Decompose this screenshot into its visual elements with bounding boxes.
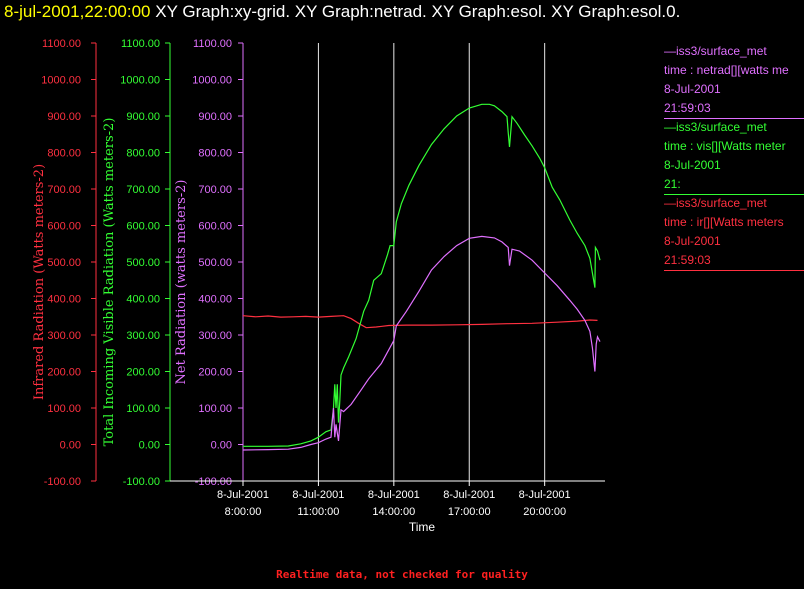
y-tick-label: 600.00 [126, 221, 160, 233]
y-tick-label: 900.00 [126, 111, 160, 123]
y-tick-label: 200.00 [198, 367, 232, 379]
x-tick-time: 8:00:00 [225, 506, 262, 518]
x-tick-time: 14:00:00 [372, 506, 415, 518]
x-tick-date: 8-Jul-2001 [292, 489, 344, 501]
y-tick-label: 600.00 [198, 221, 232, 233]
x-tick-date: 8-Jul-2001 [368, 489, 420, 501]
y-tick-label: 300.00 [198, 330, 232, 342]
y-tick-label: 1000.00 [41, 75, 81, 87]
x-tick-date: 8-Jul-2001 [217, 489, 269, 501]
y-tick-label: 900.00 [47, 111, 81, 123]
y-tick-label: 900.00 [198, 111, 232, 123]
y-tick-label: 400.00 [126, 294, 160, 306]
y-axis-title: Total Incoming Visible Radiation (Watts … [102, 118, 117, 447]
series-line [243, 103, 601, 447]
legend-source: —iss3/surface_met [664, 44, 767, 58]
y-tick-label: -100.00 [44, 476, 81, 488]
y-tick-label: 100.00 [198, 403, 232, 415]
legend-date: 8-Jul-2001 [664, 234, 721, 248]
y-tick-label: 500.00 [198, 257, 232, 269]
x-axis-title: Time [409, 520, 436, 534]
legend-date: 8-Jul-2001 [664, 82, 721, 96]
y-tick-label: 500.00 [47, 257, 81, 269]
grid-lines [317, 43, 546, 481]
y-tick-label: 800.00 [47, 148, 81, 160]
y-tick-label: 1000.00 [192, 75, 232, 87]
legend-separator [664, 194, 804, 195]
y-tick-label: 100.00 [126, 403, 160, 415]
legend-time: 21: [664, 177, 681, 191]
y-tick-label: 1100.00 [193, 38, 232, 50]
y-tick-label: 300.00 [47, 330, 81, 342]
legend-var: time : ir[][Watts meters [664, 215, 784, 229]
legend-separator [664, 270, 804, 271]
x-tick-time: 11:00:00 [297, 506, 339, 518]
y-tick-label: 0.00 [211, 440, 232, 452]
y-tick-label: 500.00 [126, 257, 160, 269]
y-tick-label: 700.00 [126, 184, 160, 196]
y-tick-label: 800.00 [198, 148, 232, 160]
y-tick-label: 200.00 [126, 367, 160, 379]
y-tick-label: 0.00 [139, 440, 160, 452]
legend-var: time : vis[][Watts meter [664, 139, 786, 153]
y-tick-label: 600.00 [47, 221, 81, 233]
axes: -100.00 0.00 100.00 200.00 300.00 400.00 500.0… [32, 38, 605, 534]
y-tick-label: 200.00 [47, 367, 81, 379]
y-tick-label: 800.00 [126, 148, 160, 160]
y-axis-title: Net Radiation (watts meters-2) [174, 180, 189, 385]
y-axis-title: Infrared Radiation (Watts meters-2) [32, 164, 47, 400]
series-line [242, 315, 598, 329]
y-tick-label: -100.00 [123, 476, 160, 488]
y-tick-label: -100.00 [195, 476, 232, 488]
x-tick-date: 8-Jul-2001 [443, 489, 495, 501]
x-tick-time: 17:00:00 [448, 506, 491, 518]
legend-var: time : netrad[][watts me [664, 63, 789, 77]
y-tick-label: 700.00 [47, 184, 81, 196]
legend-source: —iss3/surface_met [664, 196, 767, 210]
timestamp: 8-jul-2001,22:00:00 [4, 2, 151, 21]
y-tick-label: 400.00 [47, 294, 81, 306]
legend-separator [664, 118, 804, 119]
title-bar: 8-jul-2001,22:00:00 XY Graph:xy-grid. XY… [0, 0, 804, 24]
series [242, 103, 601, 451]
x-tick-time: 20:00:00 [523, 506, 566, 518]
x-tick-date: 8-Jul-2001 [519, 489, 571, 501]
y-tick-label: 400.00 [198, 294, 232, 306]
series-line [242, 235, 601, 451]
y-tick-label: 0.00 [60, 440, 81, 452]
y-tick-label: 1000.00 [120, 75, 160, 87]
legend-source: —iss3/surface_met [664, 120, 767, 134]
footer-note: Realtime data, not checked for quality [276, 568, 528, 581]
y-tick-label: 100.00 [47, 403, 81, 415]
y-tick-label: 700.00 [198, 184, 232, 196]
y-tick-label: 1100.00 [42, 38, 81, 50]
y-tick-label: 300.00 [126, 330, 160, 342]
legend-time: 21:59:03 [664, 101, 711, 115]
legend-date: 8-Jul-2001 [664, 158, 721, 172]
legend-time: 21:59:03 [664, 253, 711, 267]
y-tick-label: 1100.00 [121, 38, 160, 50]
graph-list: XY Graph:xy-grid. XY Graph:netrad. XY Gr… [155, 2, 681, 21]
